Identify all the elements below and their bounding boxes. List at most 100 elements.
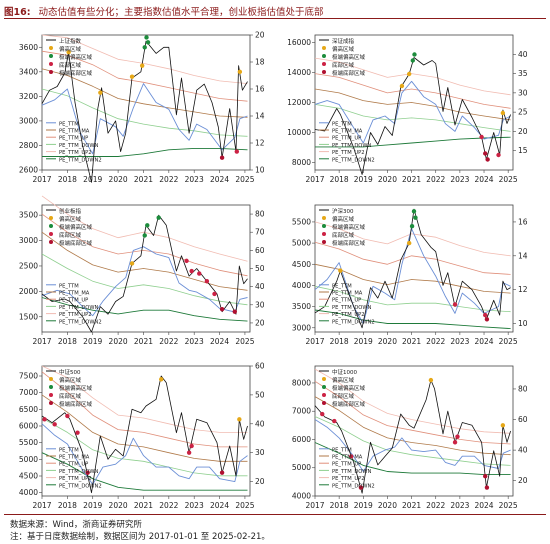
pe-ttm-line bbox=[314, 419, 511, 472]
pe-legend-label: PE_TTM_DOWN bbox=[332, 143, 372, 149]
y-right-tick-label: 30 bbox=[255, 448, 265, 457]
pe-ttm-ma-line bbox=[314, 396, 511, 456]
x-tick-label: 2021 bbox=[402, 501, 421, 510]
y-right-tick-label: 16 bbox=[255, 85, 265, 94]
x-tick-label: 2022 bbox=[426, 175, 445, 184]
legend-swatch-dot bbox=[49, 46, 53, 50]
pe-legend-label: PE_TTM_DOWN2 bbox=[59, 319, 102, 325]
marker-overheat bbox=[399, 83, 405, 89]
marker-cold bbox=[479, 134, 484, 140]
y-left-tick-label: 3000 bbox=[292, 323, 311, 332]
pe-legend-label: PE_TTM_DOWN bbox=[332, 305, 372, 311]
y-right-tick-label: 40 bbox=[255, 282, 265, 291]
pe-legend-label: PE_TTM_MA bbox=[332, 129, 363, 135]
legend-label: 底部区域 bbox=[332, 392, 355, 400]
index-line bbox=[41, 40, 248, 183]
pe-ttm-ma-line bbox=[41, 394, 248, 462]
y-left-tick-label: 5500 bbox=[19, 438, 38, 447]
x-tick-label: 2024 bbox=[210, 337, 229, 346]
marker-overheat bbox=[406, 240, 412, 246]
legend-label: 偏高区域 bbox=[332, 376, 355, 384]
y-left-tick-label: 5500 bbox=[292, 217, 311, 226]
x-tick-label: 2019 bbox=[354, 175, 373, 184]
legend-pe: PE_TTMPE_TTM_MAPE_TTM_UPPE_TTM_DOWNPE_TT… bbox=[46, 283, 102, 325]
marker-cold2 bbox=[485, 157, 490, 162]
pe-ttm-down-line bbox=[41, 253, 248, 306]
pe-ttm-ma-line bbox=[41, 231, 248, 291]
x-tick-label: 2017 bbox=[305, 337, 324, 346]
legend-label: 偏高区域 bbox=[332, 45, 355, 53]
pe-legend-label: PE_TTM bbox=[332, 121, 352, 127]
y-right-tick-label: 20 bbox=[518, 127, 528, 136]
legend-pe: PE_TTMPE_TTM_MAPE_TTM_UPPE_TTM_DOWNPE_TT… bbox=[319, 283, 375, 325]
legend-swatch-dot bbox=[49, 216, 53, 220]
title-rule bbox=[4, 18, 546, 19]
marker-overheat2 bbox=[144, 35, 149, 40]
y-right-tick-label: 12 bbox=[255, 139, 265, 148]
y-right-tick-label: 40 bbox=[518, 446, 528, 455]
y-right-tick-label: 60 bbox=[255, 246, 265, 255]
x-tick-label: 2025 bbox=[235, 175, 254, 184]
x-tick-label: 2024 bbox=[210, 175, 229, 184]
x-tick-label: 2017 bbox=[305, 175, 324, 184]
pe-legend-label: PE_TTM bbox=[332, 447, 352, 453]
y-left-tick-label: 4000 bbox=[19, 488, 38, 497]
pe-ttm-ma-line bbox=[41, 68, 248, 118]
legend-label: 偏高区域 bbox=[332, 215, 355, 223]
marker-overheat bbox=[129, 261, 135, 266]
x-tick-label: 2025 bbox=[499, 337, 518, 346]
legend-swatch-dot bbox=[49, 385, 53, 389]
y-right-tick-label: 60 bbox=[518, 415, 528, 424]
marker-cold bbox=[452, 440, 458, 445]
data-range-note: 注：基于日度数据绘制，数据区间为 2017-01-01 至 2025-02-21… bbox=[10, 532, 270, 542]
index-line bbox=[41, 214, 248, 333]
marker-overheat2 bbox=[142, 45, 147, 50]
y-left-tick-label: 3000 bbox=[19, 236, 38, 245]
marker-cold2 bbox=[232, 309, 237, 314]
y-left-tick-label: 2800 bbox=[19, 141, 38, 150]
pe-legend-label: PE_TTM_DOWN bbox=[59, 143, 99, 149]
legend-swatch-dot bbox=[322, 224, 326, 228]
chart-panel-5: 4000 4500 5000 5500 6000 6500 7000 7500 20 30 40 50… bbox=[19, 362, 265, 511]
y-left-tick-label: 16000 bbox=[287, 38, 311, 47]
pe-legend-label: PE_TTM bbox=[59, 283, 79, 289]
marker-cold bbox=[234, 149, 240, 154]
legend-label: 底部区域 bbox=[59, 392, 82, 400]
marker-overheat bbox=[129, 74, 135, 79]
legend-pe: PE_TTMPE_TTM_MAPE_TTM_UPPE_TTM_DOWNPE_TT… bbox=[319, 121, 375, 163]
pe-legend-label: PE_TTM_MA bbox=[332, 291, 363, 297]
legend-label: 极端底部区域 bbox=[332, 400, 366, 408]
marker-cold bbox=[452, 302, 458, 307]
y-right-tick-label: 20 bbox=[518, 476, 528, 485]
pe-ttm-line bbox=[41, 83, 248, 155]
y-left-tick-label: 2600 bbox=[19, 166, 38, 175]
marker-overheat2 bbox=[142, 233, 147, 238]
legend-label: 极端底部区域 bbox=[59, 400, 93, 408]
pe-legend-label: PE_TTM bbox=[59, 121, 79, 127]
marker-overheat bbox=[500, 110, 506, 116]
y-right-tick-label: 40 bbox=[518, 50, 528, 59]
marker-overheat2 bbox=[412, 52, 417, 57]
y-left-tick-label: 1500 bbox=[19, 312, 38, 321]
legend-label: 极端底部区域 bbox=[59, 69, 93, 77]
x-tick-label: 2024 bbox=[474, 175, 493, 184]
x-tick-label: 2021 bbox=[134, 337, 153, 346]
y-left-tick-label: 7000 bbox=[292, 407, 311, 416]
x-tick-label: 2022 bbox=[159, 337, 178, 346]
marker-overheat2 bbox=[410, 58, 415, 63]
y-right-tick-label: 60 bbox=[255, 362, 265, 371]
x-tick-label: 2019 bbox=[83, 175, 102, 184]
marker-overheat2 bbox=[413, 215, 418, 220]
marker-overheat bbox=[66, 49, 71, 55]
marker-overheat bbox=[139, 63, 145, 68]
y-right-tick-label: 10 bbox=[518, 319, 528, 328]
legend-swatch-dot bbox=[322, 232, 326, 236]
legend-label: 极端偏高区域 bbox=[59, 53, 93, 61]
index-line bbox=[314, 57, 511, 175]
pe-legend-label: PE_TTM_UP2 bbox=[59, 150, 92, 156]
x-tick-label: 2019 bbox=[354, 337, 373, 346]
